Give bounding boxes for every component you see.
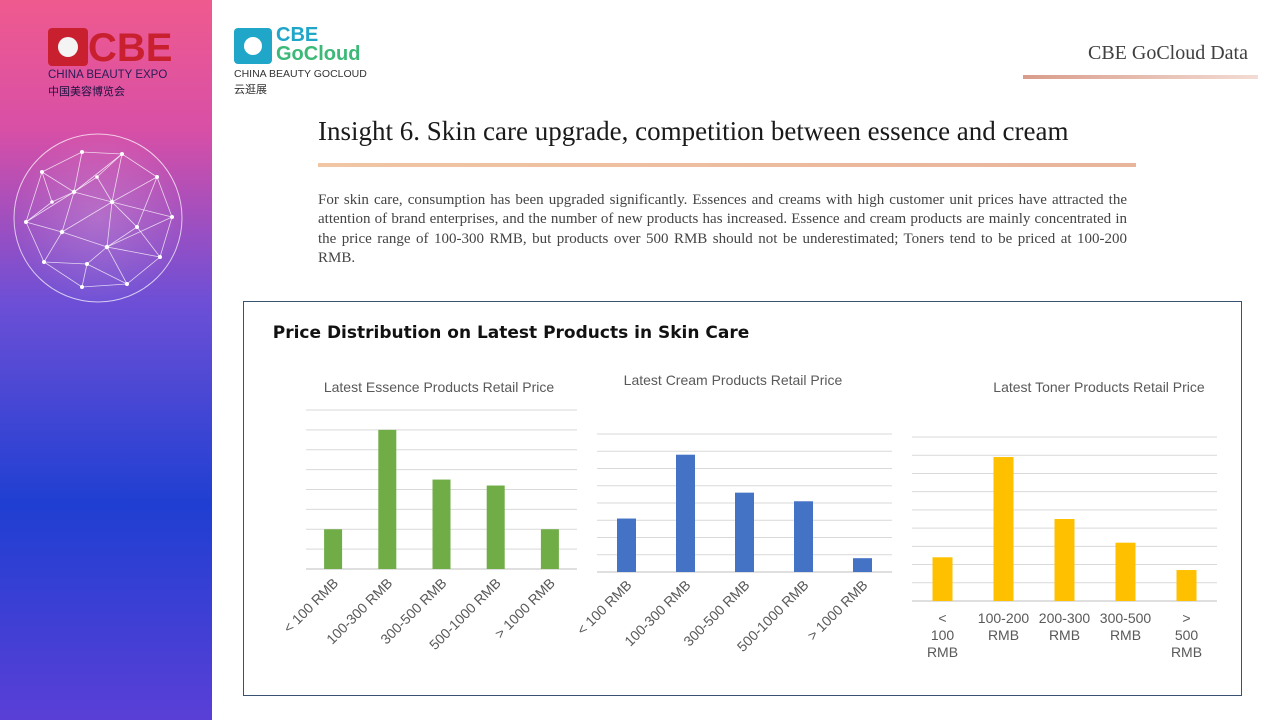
toner-chart-bar	[1115, 542, 1136, 601]
slide-title: Insight 6. Skin care upgrade, competitio…	[318, 116, 1069, 146]
essence-chart-title: Latest Essence Products Retail Price	[324, 379, 555, 395]
gocloud-logo-line1: CBE	[276, 24, 319, 46]
network-globe-graphic	[13, 133, 183, 303]
cbe-logo-mark	[48, 28, 88, 66]
essence-chart-bar	[378, 429, 397, 569]
toner-chart-tick-label: >500 RMB	[1171, 610, 1202, 660]
essence-chart-bar	[324, 529, 343, 569]
gocloud-logo: CBE GoCloud CHINA BEAUTY GOCLOUD 云逛展	[234, 24, 394, 96]
toner-chart-bar	[1176, 570, 1197, 601]
chart-panel-title: Price Distribution on Latest Products in…	[273, 323, 749, 343]
gocloud-logo-mark	[234, 28, 272, 64]
slide-body-text: For skin care, consumption has been upgr…	[318, 192, 1127, 267]
cbe-logo-wordmark: CBE	[88, 26, 173, 70]
toner-chart-tick-label: 100-200 RMB	[978, 610, 1030, 643]
header-divider	[1023, 75, 1258, 79]
cream-chart-bar	[735, 492, 754, 572]
chart-canvas: Price Distribution on Latest Products in…	[273, 323, 1217, 660]
cream-chart-bar	[853, 558, 872, 572]
cbe-logo: CBE CHINA BEAUTY EXPO 中国美容博览会	[48, 26, 188, 98]
toner-chart-bar	[932, 557, 953, 601]
sidebar-banner: CBE CHINA BEAUTY EXPO 中国美容博览会	[0, 0, 212, 720]
cbe-logo-chinese: 中国美容博览会	[48, 86, 125, 98]
chart-panel: Price Distribution on Latest Products in…	[243, 301, 1242, 696]
gocloud-logo-chinese: 云逛展	[234, 84, 267, 96]
toner-chart-tick-label: <100 RMB	[927, 610, 958, 660]
toner-chart-bar	[1054, 519, 1075, 601]
gocloud-logo-line2: GoCloud	[276, 43, 361, 65]
toner-chart-bar	[993, 457, 1014, 601]
toner-chart-tick-label: 300-500 RMB	[1100, 610, 1152, 643]
toner-chart-tick-label: 200-300 RMB	[1039, 610, 1091, 643]
cream-chart-tick-label: < 100 RMB	[574, 577, 635, 638]
cbe-logo-subtitle: CHINA BEAUTY EXPO	[48, 69, 168, 81]
cream-chart-title: Latest Cream Products Retail Price	[624, 372, 843, 388]
cream-chart-bar	[617, 518, 636, 572]
essence-chart-bar	[432, 479, 451, 569]
essence-chart-bar	[486, 485, 505, 569]
cream-chart-bar	[794, 501, 813, 572]
essence-chart-bar	[540, 529, 559, 569]
cream-chart-tick-label: > 1000 RMB	[804, 577, 871, 644]
toner-chart-title: Latest Toner Products Retail Price	[993, 379, 1205, 395]
header-label: CBE GoCloud Data	[1088, 42, 1248, 64]
gocloud-logo-subtitle: CHINA BEAUTY GOCLOUD	[234, 68, 367, 80]
title-divider	[318, 163, 1136, 167]
cream-chart-bar	[676, 454, 695, 572]
